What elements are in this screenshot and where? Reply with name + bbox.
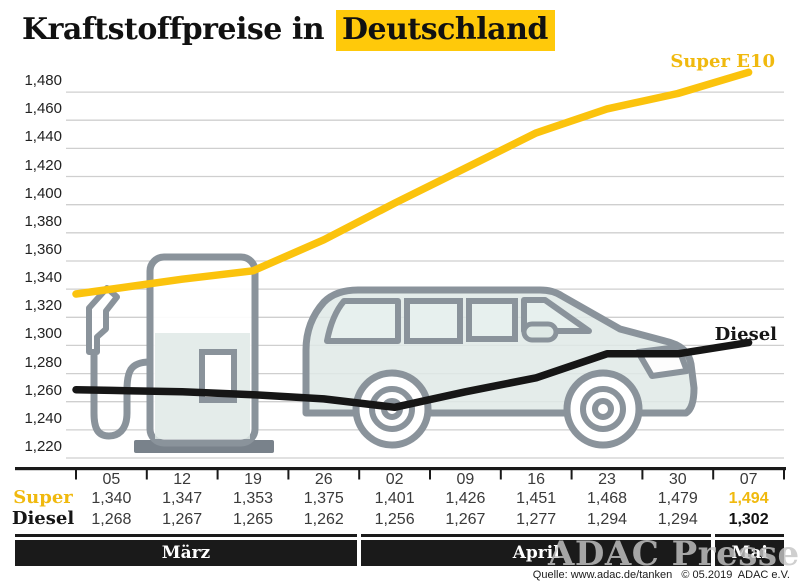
x-axis-tick xyxy=(499,468,502,480)
title-highlight: Deutschland xyxy=(336,10,555,51)
date-label: 12 xyxy=(173,471,192,488)
month-bar-märz: März xyxy=(15,540,357,566)
y-axis-label: 1,220 xyxy=(24,438,62,455)
source-note: Quelle: www.adac.de/tanken © 05.2019 ADA… xyxy=(532,569,790,581)
table-cell-super: 1,375 xyxy=(303,490,344,507)
y-axis-label: 1,480 xyxy=(24,72,62,90)
date-label: 30 xyxy=(668,471,687,488)
month-label: April xyxy=(512,543,560,563)
month-label: März xyxy=(161,543,211,563)
table-cell-super: 1,347 xyxy=(162,490,203,507)
table-cell-diesel: 1,256 xyxy=(374,511,415,528)
table-cell-super: 1,353 xyxy=(232,490,274,507)
table-cell-diesel: 1,302 xyxy=(728,511,769,528)
table-cell-super: 1,451 xyxy=(516,490,557,507)
table-cell-super: 1,340 xyxy=(91,490,132,507)
y-axis-label: 1,380 xyxy=(24,212,62,230)
car-illustration xyxy=(302,286,698,449)
watermark: ADAC Presse xyxy=(548,534,800,574)
row-label-super: Super xyxy=(13,487,73,508)
x-axis-line xyxy=(15,467,786,471)
table-cell-diesel: 1,265 xyxy=(232,511,274,528)
series-lines xyxy=(72,68,753,412)
table-cell-diesel: 1,277 xyxy=(516,511,557,528)
y-axis-label: 1,360 xyxy=(24,241,62,258)
date-label: 19 xyxy=(244,471,262,488)
diesel-line xyxy=(72,338,753,412)
x-axis-tick xyxy=(570,468,573,480)
table-cell-diesel: 1,294 xyxy=(657,511,698,528)
date-label: 02 xyxy=(385,471,404,488)
table-cell-diesel: 1,262 xyxy=(303,511,344,528)
y-axis-label: 1,260 xyxy=(24,381,62,399)
x-axis-tick xyxy=(641,468,644,480)
row-label-diesel: Diesel xyxy=(11,508,75,529)
table-cell-diesel: 1,267 xyxy=(445,511,486,528)
table-cell-super: 1,479 xyxy=(657,490,698,507)
date-label: 05 xyxy=(102,471,121,488)
table-cell-super: 1,494 xyxy=(728,490,769,507)
table-border-segment xyxy=(15,534,357,537)
date-label: 09 xyxy=(456,471,475,488)
month-bar-mai: Mai xyxy=(715,540,784,566)
table-border-segment xyxy=(361,534,711,537)
table-cell-super: 1,426 xyxy=(445,490,486,507)
super-e10-line xyxy=(72,68,753,298)
date-label: 16 xyxy=(527,471,546,488)
table-cell-super: 1,401 xyxy=(374,490,415,507)
page-title: Kraftstoffpreise in Deutschland xyxy=(22,10,555,51)
y-axis-label: 1,300 xyxy=(24,325,62,343)
date-label: 23 xyxy=(598,471,616,488)
x-axis-tick xyxy=(358,468,361,480)
x-axis-tick xyxy=(712,468,715,480)
date-label: 07 xyxy=(739,471,758,488)
y-axis-label: 1,340 xyxy=(24,269,62,287)
y-axis-label: 1,460 xyxy=(24,100,62,118)
title-prefix: Kraftstoffpreise in xyxy=(22,12,334,47)
x-axis-tick xyxy=(287,468,290,480)
legend-super-e10: Super E10 xyxy=(670,51,775,72)
y-axis-label: 1,420 xyxy=(24,156,62,174)
table-cell-diesel: 1,294 xyxy=(586,511,628,528)
table-border-segment xyxy=(715,534,784,537)
y-axis-label: 1,280 xyxy=(24,353,62,371)
date-label: 26 xyxy=(314,471,333,488)
legend-diesel: Diesel xyxy=(714,324,777,345)
x-axis-tick xyxy=(216,468,219,480)
month-label: Mai xyxy=(731,543,768,563)
y-axis-label: 1,440 xyxy=(24,128,62,146)
front-wheel xyxy=(563,369,643,449)
y-axis-label: 1,320 xyxy=(24,297,62,315)
y-axis-label: 1,240 xyxy=(24,409,62,427)
y-axis-label: 1,400 xyxy=(24,184,62,202)
month-bar-april: April xyxy=(361,540,711,566)
table-cell-super: 1,468 xyxy=(586,490,628,507)
x-axis-tick xyxy=(145,468,148,480)
x-axis-tick xyxy=(429,468,431,480)
x-axis xyxy=(15,467,786,480)
x-axis-tick xyxy=(783,468,785,480)
table-cell-diesel: 1,267 xyxy=(162,511,203,528)
x-axis-tick xyxy=(75,468,77,480)
table-cell-diesel: 1,268 xyxy=(91,511,132,528)
